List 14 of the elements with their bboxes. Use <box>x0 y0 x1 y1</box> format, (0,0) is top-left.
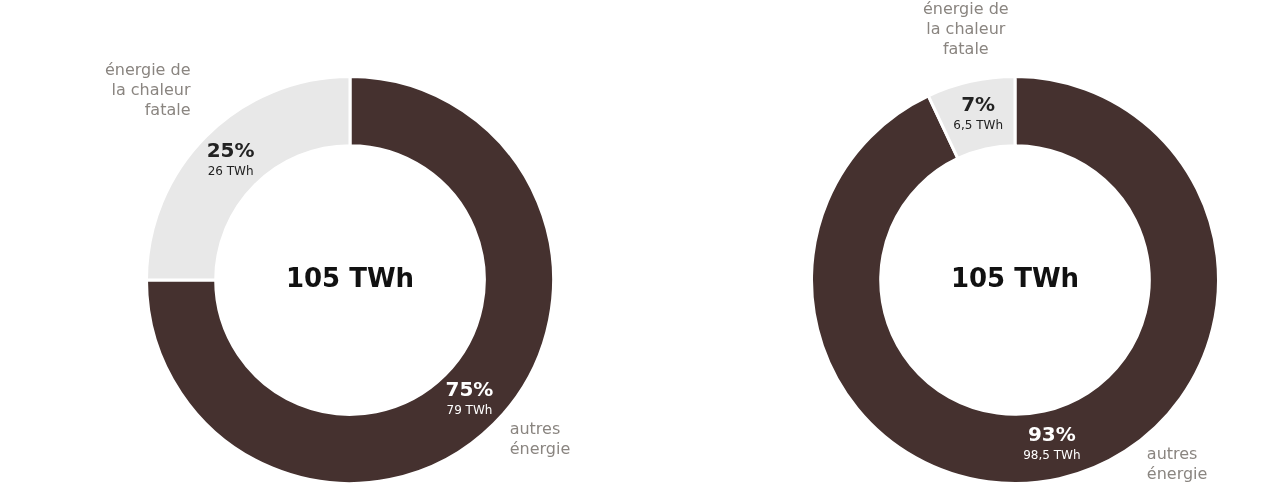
text: 105 TWh <box>950 262 1080 293</box>
text: 6,5 TWh <box>953 118 1004 133</box>
slice-label: énergie de la chaleur fatale <box>922 0 1009 59</box>
slice-label: énergie de la chaleur fatale <box>104 59 191 119</box>
slice-label: autres énergie <box>1146 444 1208 484</box>
slice-label: autres énergie <box>509 418 571 458</box>
text: 98,5 TWh <box>1023 447 1081 462</box>
text: 26 TWh <box>207 163 254 178</box>
text: 79 TWh <box>446 402 493 417</box>
data-label: 75% <box>445 376 494 401</box>
data-label: 25% <box>206 137 255 162</box>
text: 105 TWh <box>285 262 415 293</box>
data-label: 93% <box>1027 422 1076 447</box>
data-label: 7% <box>961 92 996 117</box>
